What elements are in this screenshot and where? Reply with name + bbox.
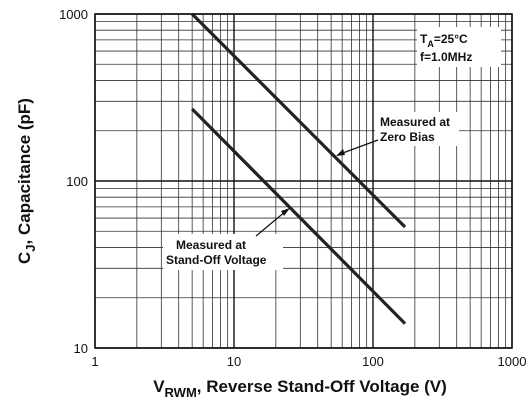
temp-main: T [420, 32, 428, 46]
x-label-sub: RWM [165, 385, 197, 400]
stand-off-label: Measured at [176, 238, 246, 252]
x-label-main: V [153, 377, 165, 396]
zero-bias-arrow [339, 139, 379, 155]
y-label-sub: J [23, 244, 38, 251]
conditions-temp: TA=25°C [420, 32, 468, 49]
zero-bias-arrowhead [336, 149, 345, 156]
series-line [191, 107, 407, 325]
y-tick-label: 1000 [59, 7, 88, 22]
y-label-main: C [15, 252, 34, 264]
stand-off-arrowhead [281, 208, 290, 216]
y-axis-label: CJ, Capacitance (pF) [15, 98, 38, 264]
x-tick-label: 1000 [498, 354, 527, 369]
series-line [191, 12, 407, 229]
x-tick-label: 100 [362, 354, 384, 369]
x-axis-label: VRWM, Reverse Stand-Off Voltage (V) [153, 377, 447, 400]
zero-bias-label: Measured at [380, 115, 450, 129]
y-tick-label: 10 [74, 341, 88, 356]
conditions-box [417, 27, 501, 67]
x-tick-label: 1 [91, 354, 98, 369]
y-label-rest: , Capacitance (pF) [15, 98, 34, 244]
stand-off-arrow [255, 210, 287, 237]
stand-off-box [163, 234, 283, 270]
marks [191, 12, 407, 325]
conditions-freq: f=1.0MHz [420, 50, 472, 64]
y-tick-label: 100 [66, 174, 88, 189]
temp-rest: =25°C [434, 32, 468, 46]
x-label-rest: , Reverse Stand-Off Voltage (V) [197, 377, 447, 396]
plot-border [94, 13, 513, 349]
zero-bias-box [375, 112, 459, 146]
zero-bias-label: Zero Bias [380, 130, 435, 144]
stand-off-label: Stand-Off Voltage [166, 253, 267, 267]
temp-sub: A [427, 39, 434, 49]
x-tick-label: 10 [227, 354, 241, 369]
